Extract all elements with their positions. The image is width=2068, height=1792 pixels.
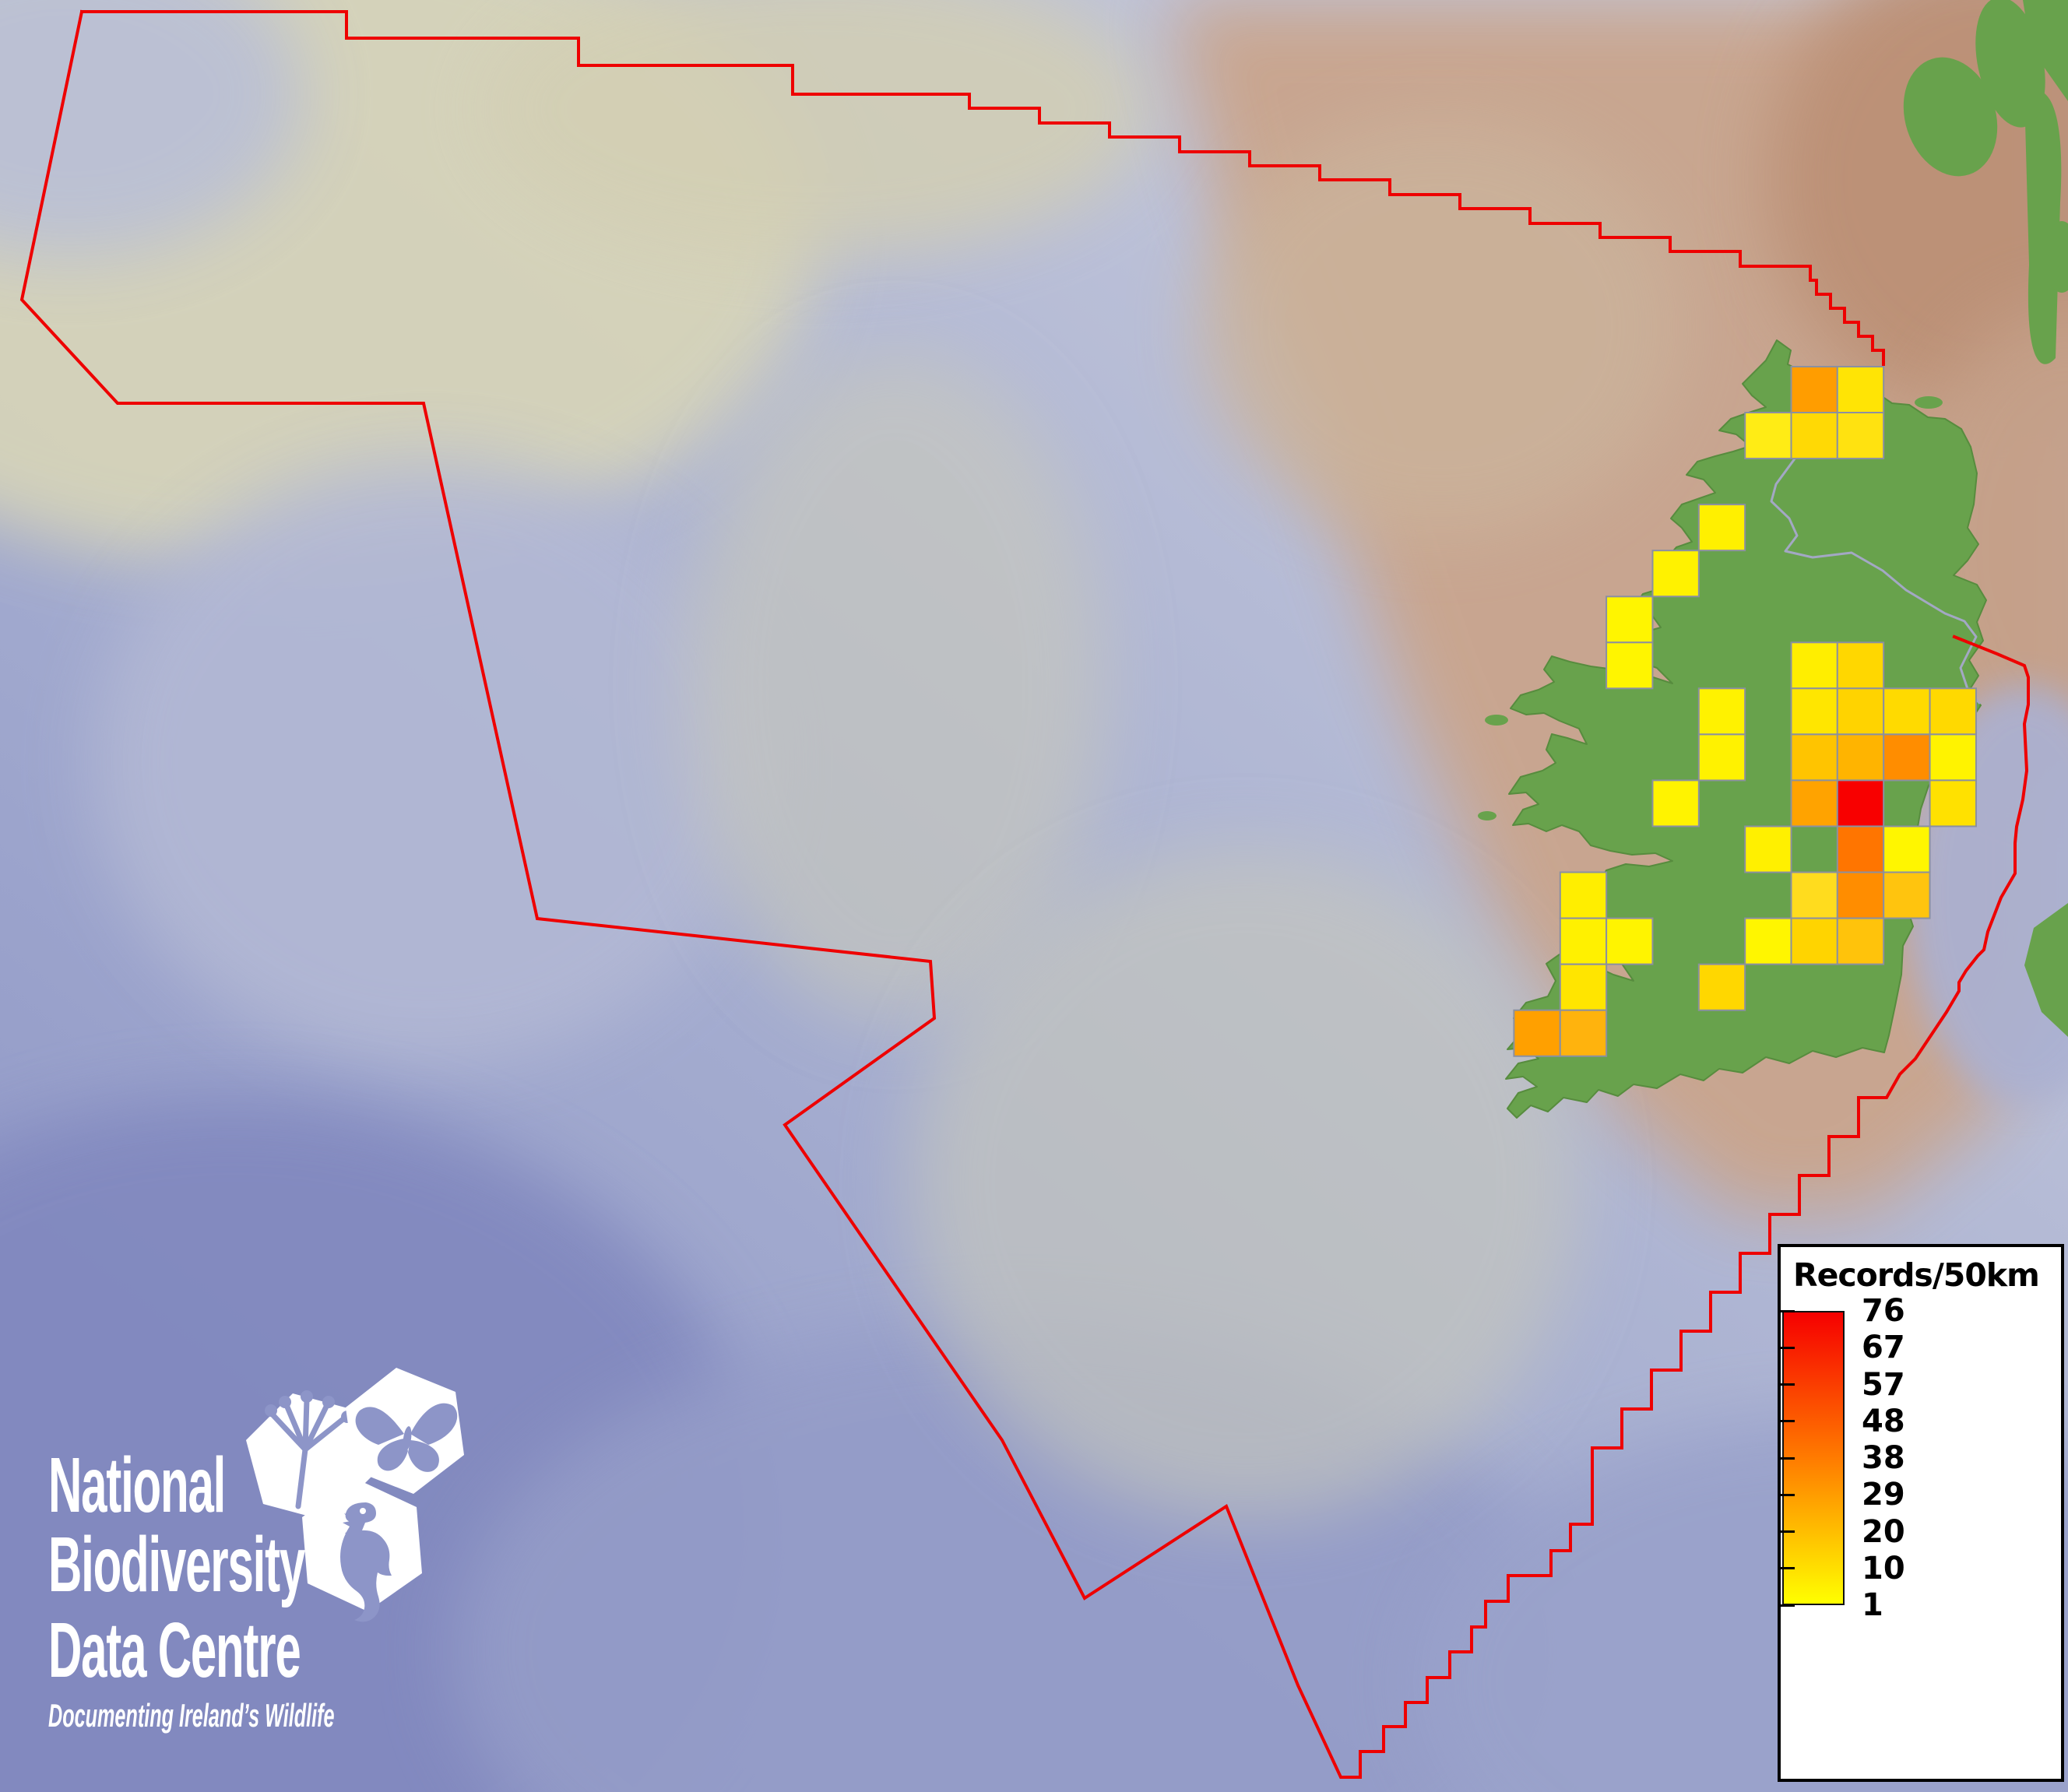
grid-cell — [1790, 412, 1838, 460]
island — [1485, 715, 1508, 726]
legend-title: Records/50km — [1793, 1256, 2040, 1294]
legend-tick — [1781, 1493, 1795, 1496]
grid-cell — [1697, 963, 1746, 1011]
legend-tick — [1781, 1346, 1795, 1349]
rathlin-island — [1915, 396, 1943, 409]
legend-label: 67 — [1862, 1330, 1905, 1366]
grid-cell — [1606, 917, 1654, 965]
legend-tick — [1781, 1530, 1795, 1533]
logo-line-2: Biodiversity — [48, 1521, 305, 1608]
legend-label: 57 — [1862, 1366, 1905, 1403]
legend-label: 48 — [1862, 1403, 1905, 1439]
logo-tagline: Documenting Ireland’s Wildlife — [48, 1697, 335, 1734]
scotland-arran — [2045, 221, 2068, 293]
legend-label: 29 — [1862, 1477, 1905, 1513]
legend-tick — [1781, 1309, 1795, 1312]
grid-cell — [1559, 917, 1608, 965]
boundary-red-line — [80, 10, 1885, 366]
legend-tick — [1781, 1383, 1795, 1386]
grid-cell — [1836, 733, 1885, 782]
grid-cell — [1836, 366, 1885, 414]
legend-tick — [1781, 1604, 1795, 1607]
boundary-red-line — [19, 9, 2030, 1779]
grid-cell — [1606, 641, 1654, 690]
legend-label: 38 — [1862, 1440, 1905, 1476]
designated-area-boundary — [19, 9, 2030, 1779]
legend-tick — [1781, 1420, 1795, 1423]
grid-cell — [1559, 963, 1608, 1011]
grid-cell — [1836, 687, 1885, 736]
nbdc-logo-hexagons — [246, 1368, 464, 1622]
island — [1478, 811, 1496, 820]
scotland-islay — [1903, 57, 1998, 177]
grid-cell — [1790, 733, 1838, 782]
grid-cell — [1606, 596, 1654, 644]
grid-cell — [1790, 779, 1838, 827]
seahorse-icon — [302, 1479, 422, 1622]
grid-cell — [1697, 504, 1746, 552]
grid-cell — [1697, 687, 1746, 736]
grid-cell — [1836, 871, 1885, 919]
grid-cell — [1929, 687, 1977, 736]
butterfly-icon — [346, 1368, 464, 1494]
legend-label: 1 — [1862, 1587, 1883, 1623]
wales-coast — [2024, 903, 2068, 1037]
grid-cell — [1790, 641, 1838, 690]
grid-cell — [1883, 687, 1931, 736]
grid-cell — [1836, 412, 1885, 460]
grid-cell — [1790, 687, 1838, 736]
grid-cell — [1836, 825, 1885, 873]
grid-cell — [1790, 366, 1838, 414]
legend-label: 76 — [1862, 1293, 1905, 1329]
grid-cell — [1744, 412, 1792, 460]
grid-cell — [1651, 550, 1700, 598]
grid-cell — [1559, 871, 1608, 919]
legend-tick — [1781, 1567, 1795, 1570]
grid-cell — [1929, 779, 1977, 827]
grid-cell — [1836, 779, 1885, 827]
ni-border-line — [1770, 395, 1982, 705]
grid-cell — [1790, 871, 1838, 919]
grid-cell — [1790, 917, 1838, 965]
grid-cell — [1836, 917, 1885, 965]
grid-cell — [1744, 917, 1792, 965]
legend-panel: Records/50km 76 67 57 48 38 29 20 10 1 — [1778, 1244, 2064, 1782]
grid-cell — [1883, 733, 1931, 782]
grid-cell — [1883, 825, 1931, 873]
scotland-corner — [2023, 0, 2068, 101]
legend-tick — [1781, 1456, 1795, 1460]
grid-cell — [1836, 641, 1885, 690]
legend-label: 20 — [1862, 1513, 1905, 1550]
grid-cell — [1744, 825, 1792, 873]
logo-line-3: Data Centre — [48, 1607, 301, 1694]
scotland-kintyre — [2024, 90, 2062, 364]
logo-line-1: National — [48, 1442, 226, 1529]
grid-cell — [1513, 1009, 1561, 1057]
legend-label: 10 — [1862, 1550, 1905, 1586]
grid-cell — [1651, 779, 1700, 827]
grid-cell — [1929, 733, 1977, 782]
grid-cell — [1559, 1009, 1608, 1057]
grid-cell — [1697, 733, 1746, 782]
records-grid — [1513, 366, 1977, 1057]
grid-cell — [1883, 871, 1931, 919]
